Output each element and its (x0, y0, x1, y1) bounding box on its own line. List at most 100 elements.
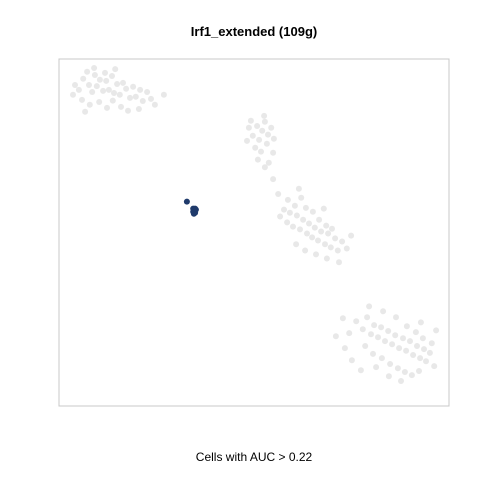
cell-point (366, 303, 373, 310)
cell-point (89, 89, 96, 95)
cell-point (265, 131, 271, 138)
cell-point (109, 97, 116, 104)
cell-point (244, 137, 250, 144)
cell-point (416, 368, 422, 374)
cell-point (320, 205, 327, 212)
cell-point (96, 99, 103, 105)
cell-point (323, 222, 330, 229)
cell-point (403, 347, 410, 354)
cell-point (281, 206, 287, 213)
cell-point (364, 314, 371, 321)
cell-point (431, 363, 438, 370)
cell-point (111, 90, 117, 96)
cell-point (277, 213, 284, 220)
cell-point (293, 241, 300, 248)
cell-point (259, 127, 266, 134)
highlighted-cell-point (192, 205, 199, 212)
cell-point (123, 85, 130, 92)
cell-point (284, 219, 291, 226)
cell-point (336, 259, 342, 266)
cell-point (268, 124, 275, 131)
cell-point (332, 235, 339, 242)
cell-point (86, 101, 93, 108)
cell-point (403, 323, 410, 330)
cell-point (302, 204, 309, 211)
cell-point (75, 86, 82, 93)
cell-point (270, 135, 277, 142)
cell-point (417, 319, 424, 326)
cell-point (275, 191, 282, 197)
cell-point (387, 361, 394, 367)
cell-point (72, 82, 78, 88)
cell-point (270, 176, 277, 183)
cell-point (102, 69, 108, 76)
cell-point (408, 372, 415, 379)
cell-point (401, 369, 408, 375)
cell-point (315, 237, 321, 244)
cell-point (309, 208, 316, 215)
cell-point (341, 345, 348, 352)
cell-point (412, 329, 419, 336)
cell-point (332, 333, 339, 340)
cell-point (144, 89, 151, 95)
plot-frame (58, 58, 450, 407)
cell-point (139, 98, 146, 104)
cell-point (322, 241, 328, 248)
cell-point (378, 324, 385, 331)
cell-point (323, 255, 330, 262)
cell-point (96, 76, 103, 83)
cell-point (334, 247, 341, 254)
cell-point (254, 156, 261, 163)
cell-point (104, 104, 110, 111)
cell-point (261, 112, 268, 119)
cell-point (295, 185, 302, 192)
cell-point (368, 331, 374, 338)
cell-point (316, 216, 323, 223)
cell-point (93, 83, 100, 90)
cell-point (400, 335, 406, 342)
cell-point (407, 338, 413, 345)
cell-point (414, 343, 420, 349)
cell-point (396, 345, 403, 352)
cell-point (252, 144, 259, 151)
cell-point (339, 315, 346, 322)
highlighted-cell-point (183, 198, 190, 205)
cell-point (419, 335, 426, 342)
cell-point (428, 340, 435, 347)
cell-point (375, 334, 381, 341)
cell-point (137, 86, 144, 93)
cell-point (353, 318, 360, 325)
cell-point (394, 365, 401, 372)
cell-point (70, 91, 76, 98)
cell-point (116, 91, 123, 98)
cell-point (380, 308, 387, 315)
cell-point (265, 159, 272, 166)
cell-point (385, 373, 392, 380)
cell-point (100, 87, 107, 94)
cell-point (91, 65, 98, 71)
cell-point (385, 328, 392, 334)
cell-point (132, 93, 139, 100)
cell-point (80, 75, 87, 82)
cell-point (286, 209, 293, 216)
cell-point (151, 101, 158, 108)
cell-point (105, 86, 112, 93)
cell-point (112, 66, 119, 73)
cell-point (371, 322, 378, 329)
cell-point (118, 103, 124, 110)
cell-point (86, 82, 92, 88)
cell-point (362, 343, 369, 349)
cell-point (325, 230, 332, 237)
cell-point (393, 314, 399, 321)
cell-point (249, 132, 256, 139)
cell-point (270, 149, 277, 156)
cell-point (135, 106, 142, 112)
cell-point (311, 224, 318, 231)
cell-point (114, 81, 121, 87)
cell-point (245, 124, 252, 131)
cell-point (302, 247, 309, 254)
chart-title: Irf1_extended (109g) (191, 24, 317, 39)
cell-point (421, 346, 427, 353)
cell-point (410, 352, 417, 358)
